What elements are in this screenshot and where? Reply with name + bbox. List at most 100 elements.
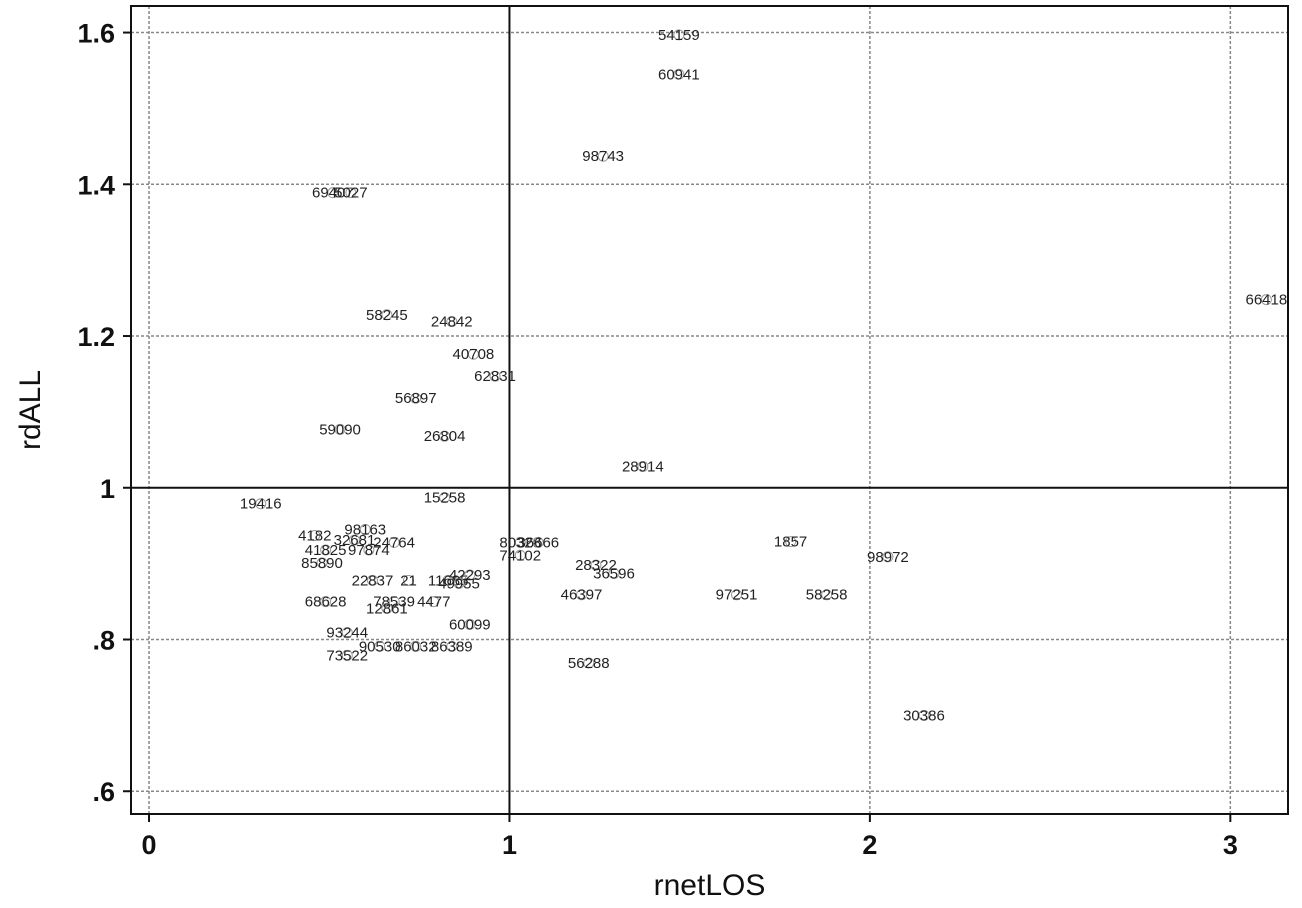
point-label: 93244: [326, 625, 368, 642]
point-marker: [439, 492, 451, 504]
data-point: 85890: [301, 555, 343, 572]
data-point: 21: [400, 572, 417, 589]
data-point: 97874: [348, 542, 390, 559]
point-label: 36596: [593, 565, 635, 582]
data-point: 93244: [326, 625, 368, 642]
point-marker: [453, 577, 465, 589]
point-marker: [514, 536, 526, 548]
data-point: 36596: [593, 565, 635, 582]
data-point: 59090: [319, 421, 361, 438]
data-point: 28914: [622, 459, 664, 476]
point-label: 60941: [658, 66, 700, 83]
point-marker: [464, 569, 476, 581]
point-marker: [608, 567, 620, 579]
point-marker: [403, 574, 415, 586]
data-point: 80328: [499, 534, 541, 551]
point-marker: [327, 187, 339, 199]
point-label: 24764: [373, 534, 415, 551]
point-marker: [345, 187, 357, 199]
point-marker: [673, 68, 685, 80]
point-label: 58258: [806, 587, 848, 604]
point-marker: [583, 657, 595, 669]
point-label: 98743: [582, 148, 624, 165]
point-label: 4477: [417, 594, 450, 611]
grid: [131, 6, 1288, 814]
point-label: 98972: [867, 549, 909, 566]
point-label: 5027: [334, 185, 367, 202]
point-label: 11685: [428, 572, 469, 589]
data-point: 42293: [449, 567, 491, 584]
point-label: 40708: [453, 346, 495, 363]
point-marker: [348, 534, 360, 546]
point-label: 12861: [366, 600, 408, 617]
point-marker: [428, 596, 440, 608]
data-point: 11685: [428, 572, 469, 589]
point-label: 78539: [373, 594, 415, 611]
data-point: 62831: [474, 368, 516, 385]
x-tick-label: 0: [142, 830, 157, 860]
point-marker: [366, 574, 378, 586]
point-marker: [442, 574, 454, 586]
point-marker: [576, 589, 588, 601]
point-marker: [467, 348, 479, 360]
point-label: 41825: [305, 542, 347, 559]
point-marker: [388, 596, 400, 608]
data-point: 4477: [417, 594, 450, 611]
y-axis-title: rdALL: [14, 370, 47, 450]
point-marker: [673, 29, 685, 41]
data-point: 28322: [575, 557, 617, 574]
data-point: 15258: [424, 490, 466, 507]
data-point: 56897: [395, 390, 437, 407]
point-label: 28914: [622, 459, 664, 476]
point-marker: [590, 559, 602, 571]
data-point: 41825: [305, 542, 347, 559]
point-label: 62831: [474, 368, 516, 385]
point-marker: [785, 536, 797, 548]
point-label: 90530: [359, 638, 401, 655]
point-marker: [341, 649, 353, 661]
point-label: 74102: [499, 547, 541, 564]
data-point: 46397: [561, 587, 603, 604]
point-marker: [363, 544, 375, 556]
data-point: 12861: [366, 600, 408, 617]
point-marker: [597, 150, 609, 162]
data-point: 56288: [568, 655, 610, 672]
point-label: 98163: [344, 521, 386, 538]
point-marker: [731, 589, 743, 601]
y-tick-label: .6: [92, 777, 115, 807]
point-marker: [341, 627, 353, 639]
x-axis-title: rnetLOS: [654, 869, 766, 902]
y-axis: .6 .8 1 1.2 1.4 1.6: [77, 19, 131, 807]
data-point: 19416: [240, 496, 282, 513]
x-tick-label: 2: [862, 830, 877, 860]
data-point: 36666: [517, 534, 559, 551]
point-label: 24842: [431, 314, 473, 331]
point-marker: [359, 523, 371, 535]
data-point: 4182: [298, 528, 331, 545]
point-marker: [255, 498, 267, 510]
data-point: 60099: [449, 616, 491, 633]
point-label: 58245: [366, 307, 408, 324]
point-label: 56897: [395, 390, 437, 407]
point-label: 66418: [1246, 292, 1288, 309]
x-axis: 0 1 2 3: [142, 814, 1238, 860]
point-marker: [410, 640, 422, 652]
y-tick-label: .8: [92, 626, 115, 656]
y-tick-label: 1.6: [77, 19, 115, 49]
point-marker: [320, 544, 332, 556]
point-marker: [374, 640, 386, 652]
data-point: 30386: [903, 707, 945, 724]
point-marker: [464, 618, 476, 630]
point-marker: [446, 640, 458, 652]
data-point: 90530: [359, 638, 401, 655]
data-point: 54159: [658, 27, 700, 44]
point-marker: [381, 309, 393, 321]
point-label: 56288: [568, 655, 610, 672]
point-label: 85890: [301, 555, 343, 572]
data-point: 73522: [326, 647, 368, 664]
point-label: 54159: [658, 27, 700, 44]
point-label: 73522: [326, 647, 368, 664]
data-point: 86032: [395, 638, 437, 655]
point-label: 59090: [319, 421, 361, 438]
